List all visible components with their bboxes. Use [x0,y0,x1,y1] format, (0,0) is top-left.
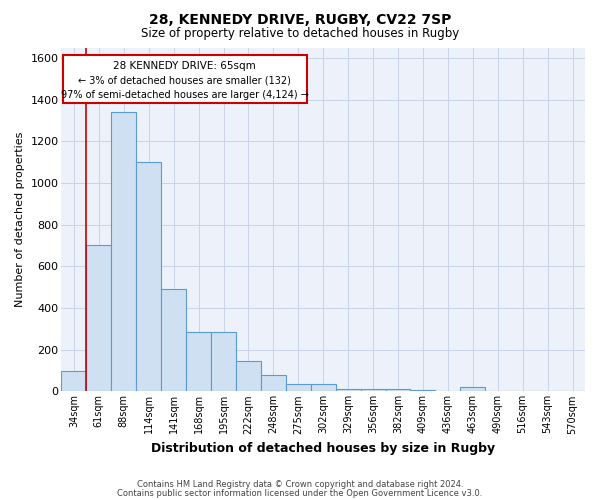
Bar [86,246,112,392]
X-axis label: Distribution of detached houses by size in Rugby: Distribution of detached houses by size … [151,442,495,455]
Text: 28, KENNEDY DRIVE, RUGBY, CV22 7SP: 28, KENNEDY DRIVE, RUGBY, CV22 7SP [149,12,451,26]
Bar [361,390,386,392]
Bar [386,390,410,392]
Bar [236,360,261,392]
FancyBboxPatch shape [63,55,307,102]
Text: Contains public sector information licensed under the Open Government Licence v3: Contains public sector information licen… [118,489,482,498]
Bar [311,384,335,392]
Text: Contains HM Land Registry data © Crown copyright and database right 2024.: Contains HM Land Registry data © Crown c… [137,480,463,489]
Text: Size of property relative to detached houses in Rugby: Size of property relative to detached ho… [141,28,459,40]
Y-axis label: Number of detached properties: Number of detached properties [15,132,25,307]
Bar [61,370,86,392]
Bar [136,162,161,392]
Bar [161,290,186,392]
Text: ← 3% of detached houses are smaller (132): ← 3% of detached houses are smaller (132… [79,76,292,86]
Bar [460,387,485,392]
Bar [211,332,236,392]
Bar [261,374,286,392]
Bar [286,384,311,392]
Text: 28 KENNEDY DRIVE: 65sqm: 28 KENNEDY DRIVE: 65sqm [113,62,256,72]
Text: 97% of semi-detached houses are larger (4,124) →: 97% of semi-detached houses are larger (… [61,90,309,100]
Bar [186,332,211,392]
Bar [410,390,436,392]
Bar [335,390,361,392]
Bar [112,112,136,392]
